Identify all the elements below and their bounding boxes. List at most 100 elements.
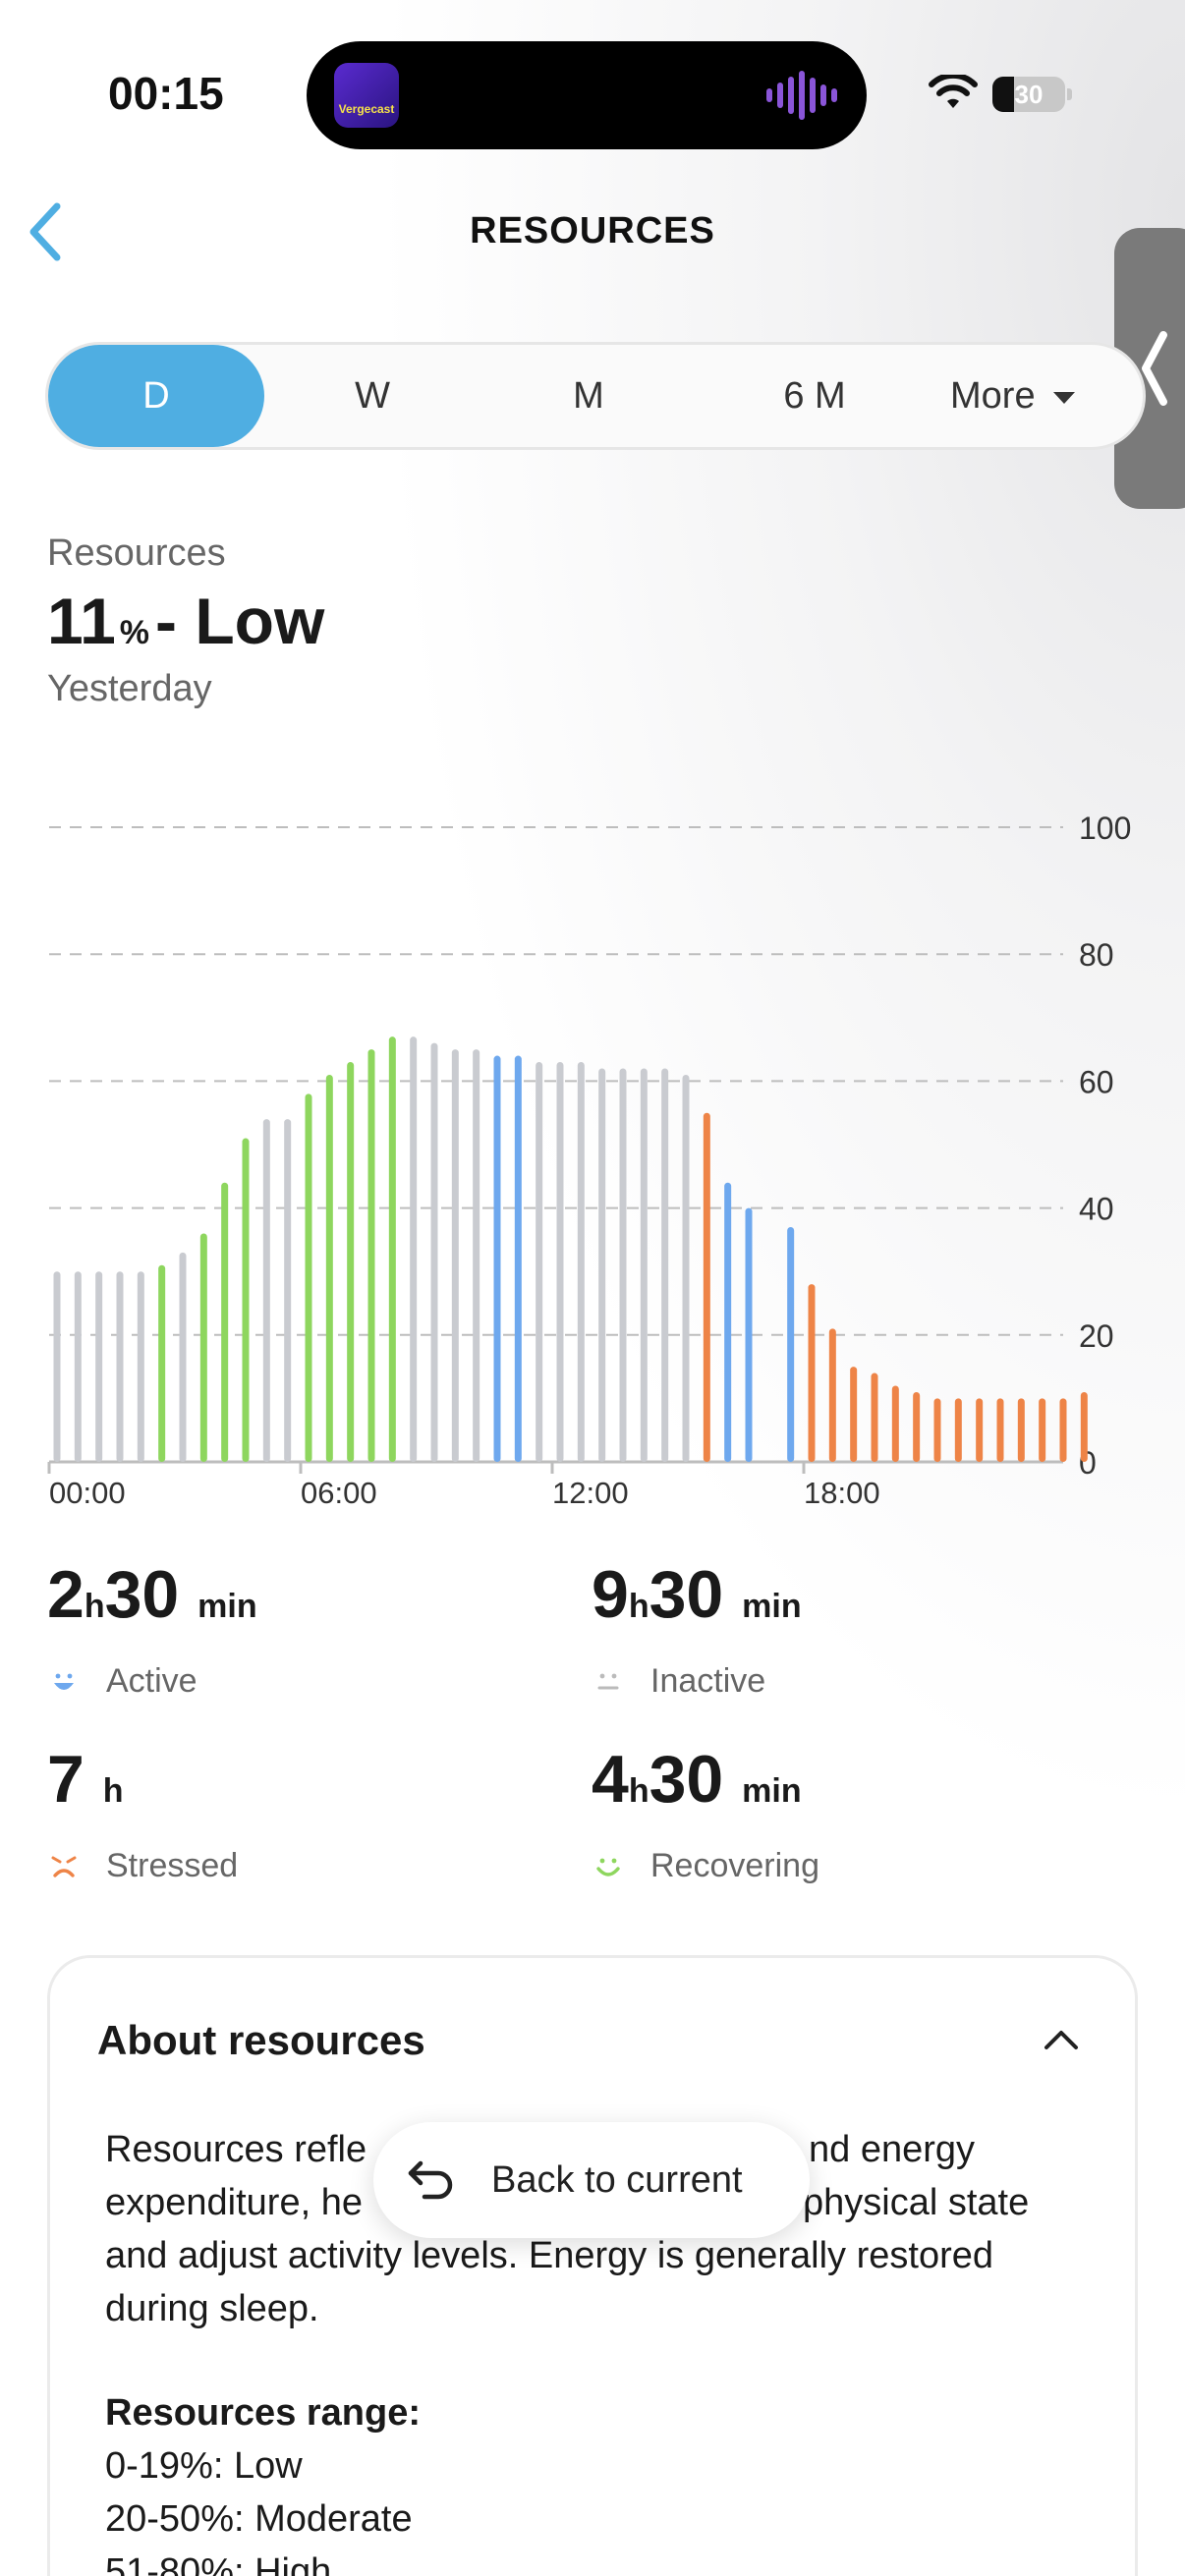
back-button[interactable] xyxy=(14,193,83,271)
resource-bar-inactive xyxy=(262,1119,270,1462)
resource-bar-inactive xyxy=(95,1271,103,1462)
collapse-button[interactable] xyxy=(1037,2015,1086,2064)
resource-bar-inactive xyxy=(137,1271,144,1462)
resource-bar-inactive xyxy=(619,1068,627,1462)
wifi-icon xyxy=(929,75,978,108)
x-tick-label: 00:00 xyxy=(49,1476,126,1510)
period-tabs: D W M 6 M More xyxy=(45,342,1146,450)
podcast-art-text: Vergecast xyxy=(338,102,395,116)
resource-bar-inactive xyxy=(682,1074,690,1462)
resource-bar-recovering xyxy=(388,1036,396,1462)
podcast-artwork: Vergecast xyxy=(334,63,399,128)
resource-bar-active xyxy=(493,1055,501,1462)
tab-week[interactable]: W xyxy=(355,375,390,417)
summary-label: Resources xyxy=(47,532,226,574)
tab-month[interactable]: M xyxy=(573,375,604,417)
stressed-label: Stressed xyxy=(106,1847,239,1884)
resource-bar-stressed xyxy=(1039,1398,1046,1462)
status-time: 00:15 xyxy=(108,68,224,119)
y-tick-label: 20 xyxy=(1079,1318,1114,1354)
summary-level: - Low xyxy=(155,585,325,657)
resource-bar-inactive xyxy=(116,1271,124,1462)
resource-bar-inactive xyxy=(556,1062,564,1462)
back-to-current-button[interactable]: Back to current xyxy=(373,2122,810,2238)
resource-bar-inactive xyxy=(284,1119,292,1462)
resource-bar-stressed xyxy=(1017,1398,1025,1462)
undo-arrow-icon xyxy=(408,2160,453,2200)
resource-bar-inactive xyxy=(536,1062,543,1462)
resource-bar-recovering xyxy=(199,1233,207,1462)
resource-bar-stressed xyxy=(828,1328,836,1462)
active-label: Active xyxy=(106,1662,198,1700)
back-to-current-label: Back to current xyxy=(491,2159,743,2201)
about-description: Resources refle nd energy expenditure, he… xyxy=(105,2123,1098,2335)
about-line-4: during sleep. xyxy=(105,2288,319,2329)
resource-bar-active xyxy=(724,1182,732,1462)
y-tick-label: 80 xyxy=(1079,937,1114,973)
chevron-left-icon xyxy=(29,202,61,261)
range-moderate: 20-50%: Moderate xyxy=(105,2498,413,2540)
about-line-2: expenditure, he xyxy=(105,2182,363,2223)
tab-6-months[interactable]: 6 M xyxy=(783,375,846,417)
resource-bar-inactive xyxy=(53,1271,61,1462)
resource-bar-active xyxy=(787,1226,795,1462)
tab-more[interactable]: More xyxy=(950,345,1075,447)
resource-bar-stressed xyxy=(996,1398,1004,1462)
about-title: About resources xyxy=(97,2017,425,2063)
smile-face-icon xyxy=(596,1858,620,1876)
y-tick-label: 40 xyxy=(1079,1192,1114,1227)
resource-bar-inactive xyxy=(430,1042,438,1462)
neutral-face-icon xyxy=(597,1673,619,1690)
summary-value: 11 %- Low xyxy=(47,584,324,658)
resource-bar-active xyxy=(514,1055,522,1462)
stressed-duration: 7 h xyxy=(47,1742,124,1817)
dynamic-island[interactable]: Vergecast xyxy=(307,41,867,149)
inactive-duration: 9h30 min xyxy=(592,1557,802,1632)
about-line-2-end: physical state xyxy=(803,2182,1030,2223)
active-duration: 2h30 min xyxy=(47,1557,257,1632)
inactive-label: Inactive xyxy=(650,1662,766,1700)
caret-down-icon xyxy=(1052,391,1075,404)
resource-bar-stressed xyxy=(913,1391,921,1462)
resource-bar-stressed xyxy=(891,1385,899,1462)
battery-icon: 30 xyxy=(992,77,1065,112)
resource-bar-stressed xyxy=(933,1398,941,1462)
resource-bar-stressed xyxy=(976,1398,984,1462)
resource-bar-recovering xyxy=(347,1062,355,1462)
resource-bar-inactive xyxy=(640,1068,648,1462)
resource-bar-stressed xyxy=(871,1372,878,1462)
y-tick-label: 100 xyxy=(1079,811,1131,846)
resource-bar-inactive xyxy=(598,1068,606,1462)
range-high: 51-80%: High xyxy=(105,2551,332,2576)
resource-bar-recovering xyxy=(242,1138,250,1462)
resource-bar-stressed xyxy=(808,1284,816,1462)
resource-bar-recovering xyxy=(367,1049,375,1462)
chevron-up-icon xyxy=(1044,2031,1078,2049)
summary-number: 11 xyxy=(47,585,116,657)
resource-bar-active xyxy=(745,1207,753,1462)
about-line-3: and adjust activity levels. Energy is ge… xyxy=(105,2235,994,2276)
recovering-duration: 4h30 min xyxy=(592,1742,802,1817)
resource-bar-inactive xyxy=(74,1271,82,1462)
resource-bar-stressed xyxy=(1059,1398,1067,1462)
resource-bar-recovering xyxy=(305,1093,312,1462)
stressed-face-icon xyxy=(51,1856,77,1877)
resource-bar-inactive xyxy=(661,1068,669,1462)
about-resources-card: About resources Resources refle nd energy… xyxy=(47,1955,1138,2576)
resource-bar-recovering xyxy=(221,1182,229,1462)
about-line-1: Resources refle xyxy=(105,2129,367,2170)
x-tick-label: 06:00 xyxy=(301,1476,377,1510)
resource-bar-stressed xyxy=(1080,1391,1088,1462)
tab-more-label: More xyxy=(950,375,1036,417)
tab-day[interactable]: D xyxy=(48,345,264,447)
resource-bar-inactive xyxy=(473,1049,480,1462)
summary-unit: % xyxy=(119,614,150,651)
resource-bar-inactive xyxy=(451,1049,459,1462)
y-tick-label: 60 xyxy=(1079,1064,1114,1099)
resource-bar-stressed xyxy=(954,1398,962,1462)
resource-bar-stressed xyxy=(850,1367,858,1462)
resource-bar-inactive xyxy=(410,1036,418,1462)
resource-bar-stressed xyxy=(703,1112,710,1462)
happy-face-icon xyxy=(54,1673,74,1690)
